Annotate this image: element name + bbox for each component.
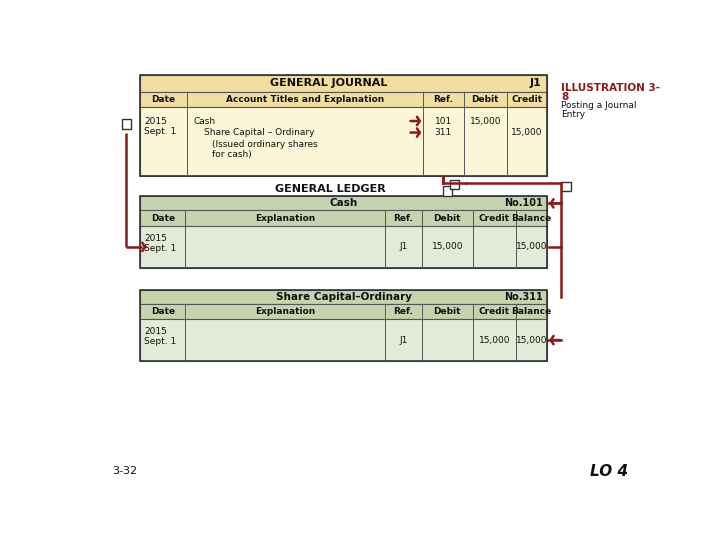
Text: 15,000: 15,000 — [479, 335, 510, 345]
Text: Explanation: Explanation — [255, 213, 315, 222]
Text: 101: 101 — [435, 117, 452, 125]
Text: 8: 8 — [561, 92, 569, 102]
Bar — [449, 179, 459, 189]
Text: Entry: Entry — [561, 110, 585, 119]
Text: Date: Date — [150, 213, 175, 222]
Text: Sept. 1: Sept. 1 — [144, 244, 176, 253]
Text: Debit: Debit — [433, 307, 461, 316]
Bar — [140, 303, 547, 319]
Text: Ref.: Ref. — [433, 95, 454, 104]
Bar — [140, 197, 547, 268]
Text: Explanation: Explanation — [255, 307, 315, 316]
Text: Share Capital–Ordinary: Share Capital–Ordinary — [276, 292, 412, 301]
Text: Ref.: Ref. — [394, 213, 413, 222]
Text: Account Titles and Explanation: Account Titles and Explanation — [226, 95, 384, 104]
Bar — [140, 75, 547, 177]
Bar — [140, 211, 547, 226]
Bar — [443, 186, 452, 195]
Text: 3-32: 3-32 — [112, 467, 137, 476]
Bar — [140, 75, 547, 92]
Text: No.311: No.311 — [504, 292, 543, 301]
Text: GENERAL LEDGER: GENERAL LEDGER — [275, 184, 386, 194]
Text: J1: J1 — [400, 242, 408, 252]
Text: LO 4: LO 4 — [590, 464, 629, 479]
Text: Share Capital – Ordinary: Share Capital – Ordinary — [204, 128, 315, 137]
Bar — [140, 289, 547, 361]
Text: for cash): for cash) — [212, 151, 251, 159]
Text: Credit: Credit — [479, 307, 510, 316]
Text: 15,000: 15,000 — [469, 117, 501, 125]
Text: Credit: Credit — [479, 213, 510, 222]
Text: 2015: 2015 — [144, 233, 167, 242]
Bar — [140, 289, 547, 303]
Text: 2015: 2015 — [144, 327, 167, 336]
Text: 15,000: 15,000 — [516, 335, 547, 345]
Bar — [140, 319, 547, 361]
Text: 1: 1 — [124, 119, 130, 129]
Text: 15,000: 15,000 — [511, 128, 543, 137]
Text: Balance: Balance — [512, 307, 552, 316]
Text: (Issued ordinary shares: (Issued ordinary shares — [212, 140, 318, 149]
Text: Sept. 1: Sept. 1 — [144, 127, 176, 136]
Text: Balance: Balance — [512, 213, 552, 222]
Text: Ref.: Ref. — [394, 307, 413, 316]
Text: Cash: Cash — [330, 198, 358, 208]
Bar — [140, 107, 547, 177]
Text: 2015: 2015 — [144, 117, 167, 125]
Text: Date: Date — [150, 307, 175, 316]
Text: Credit: Credit — [511, 95, 543, 104]
Text: 3: 3 — [563, 182, 569, 191]
Bar — [122, 119, 131, 129]
Bar — [140, 226, 547, 268]
Text: Cash: Cash — [193, 117, 215, 125]
Text: Posting a Journal: Posting a Journal — [561, 101, 636, 110]
Text: J1: J1 — [400, 335, 408, 345]
Text: ILLUSTRATION 3-: ILLUSTRATION 3- — [561, 83, 660, 93]
Bar — [561, 182, 570, 191]
Text: 2: 2 — [444, 187, 450, 195]
Bar — [140, 197, 547, 211]
Text: Debit: Debit — [472, 95, 499, 104]
Text: Sept. 1: Sept. 1 — [144, 338, 176, 347]
Text: Date: Date — [152, 95, 176, 104]
Text: GENERAL JOURNAL: GENERAL JOURNAL — [269, 78, 387, 88]
Text: 4: 4 — [451, 180, 457, 188]
Text: No.101: No.101 — [504, 198, 543, 208]
Bar — [140, 92, 547, 107]
Text: Debit: Debit — [433, 213, 461, 222]
Text: 15,000: 15,000 — [431, 242, 463, 252]
Text: 311: 311 — [435, 128, 452, 137]
Text: 15,000: 15,000 — [516, 242, 547, 252]
Text: J1: J1 — [529, 78, 541, 88]
